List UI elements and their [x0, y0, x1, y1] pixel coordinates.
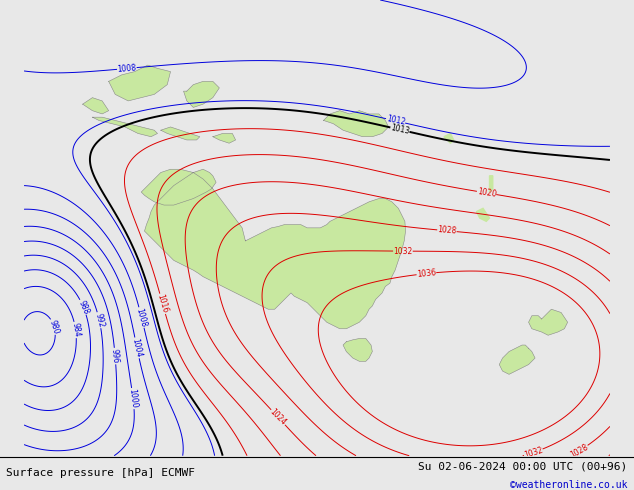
Polygon shape — [489, 176, 493, 192]
Polygon shape — [213, 133, 236, 143]
Text: 1032: 1032 — [393, 246, 413, 256]
Text: 1028: 1028 — [569, 442, 590, 460]
Polygon shape — [500, 345, 535, 374]
Text: 1028: 1028 — [437, 225, 457, 236]
Text: 1008: 1008 — [134, 307, 148, 328]
Text: 1020: 1020 — [476, 187, 497, 199]
Text: Su 02-06-2024 00:00 UTC (00+96): Su 02-06-2024 00:00 UTC (00+96) — [418, 462, 628, 471]
Text: ©weatheronline.co.uk: ©weatheronline.co.uk — [510, 480, 628, 490]
Polygon shape — [184, 81, 219, 107]
Text: 996: 996 — [110, 348, 120, 364]
Text: 1013: 1013 — [390, 123, 410, 136]
Text: 1036: 1036 — [417, 268, 436, 279]
Polygon shape — [141, 169, 406, 329]
Polygon shape — [343, 339, 372, 361]
Polygon shape — [161, 127, 200, 140]
Text: 1032: 1032 — [523, 445, 544, 460]
Text: 1008: 1008 — [117, 63, 137, 74]
Polygon shape — [108, 65, 171, 101]
Text: Surface pressure [hPa] ECMWF: Surface pressure [hPa] ECMWF — [6, 468, 195, 478]
Text: 980: 980 — [48, 318, 61, 335]
Text: 1016: 1016 — [155, 294, 170, 314]
Text: 1004: 1004 — [131, 338, 143, 358]
Polygon shape — [477, 208, 489, 221]
Polygon shape — [82, 98, 108, 114]
Text: 1024: 1024 — [268, 407, 288, 427]
Text: 1000: 1000 — [127, 389, 139, 409]
Polygon shape — [93, 117, 157, 137]
Text: 984: 984 — [70, 322, 81, 338]
Text: 1012: 1012 — [385, 115, 406, 127]
Text: 992: 992 — [93, 312, 105, 328]
Polygon shape — [529, 309, 567, 335]
Polygon shape — [323, 111, 389, 137]
Polygon shape — [444, 133, 454, 143]
Text: 988: 988 — [76, 299, 91, 316]
